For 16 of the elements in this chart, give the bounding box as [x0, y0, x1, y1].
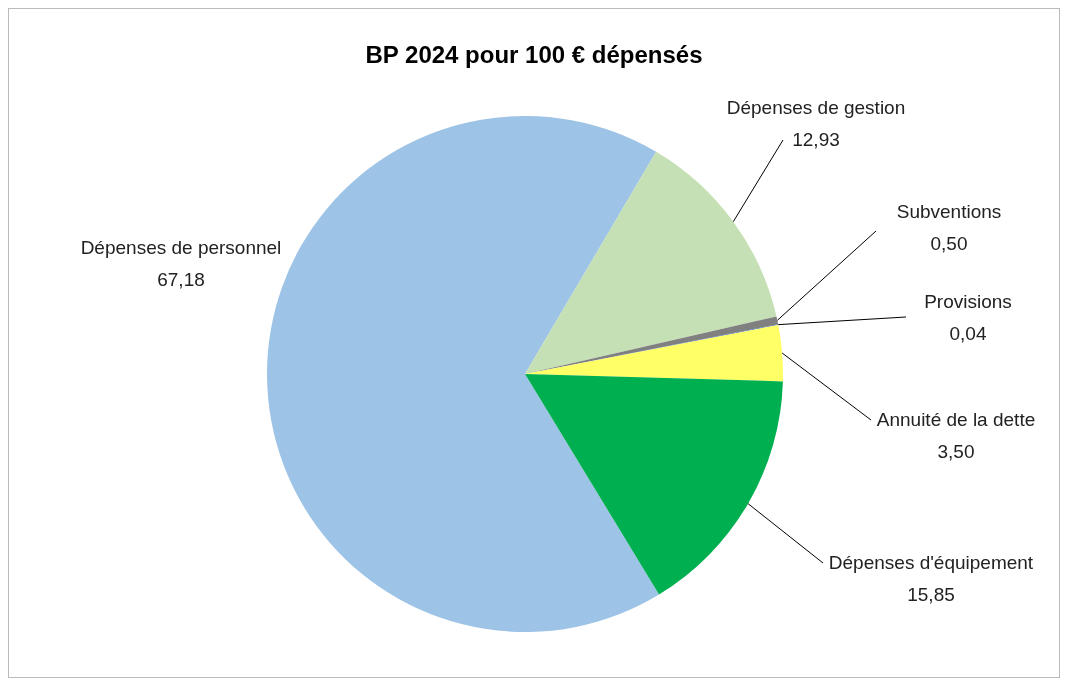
- slice-label: Dépenses d'équipement: [828, 552, 1034, 573]
- slice-label: Dépenses de personnel: [80, 237, 282, 258]
- pie-slice: [525, 324, 783, 382]
- slice-label: Provisions: [924, 291, 1012, 312]
- data-label: 3,50: [937, 441, 975, 462]
- data-label: 12,93: [792, 129, 840, 150]
- slice-label: Subventions: [896, 201, 1002, 222]
- slice-label: Annuité de la dette: [876, 409, 1036, 430]
- data-label: 67,18: [157, 269, 205, 290]
- data-label: 0,50: [930, 233, 968, 254]
- pie-slice: [525, 374, 783, 595]
- chart-title: BP 2024 pour 100 € dépensés: [364, 41, 704, 69]
- slice-label: Dépenses de gestion: [726, 97, 906, 118]
- pie-slice: [525, 151, 777, 374]
- data-label: 0,04: [949, 323, 987, 344]
- data-label: 15,85: [907, 584, 955, 605]
